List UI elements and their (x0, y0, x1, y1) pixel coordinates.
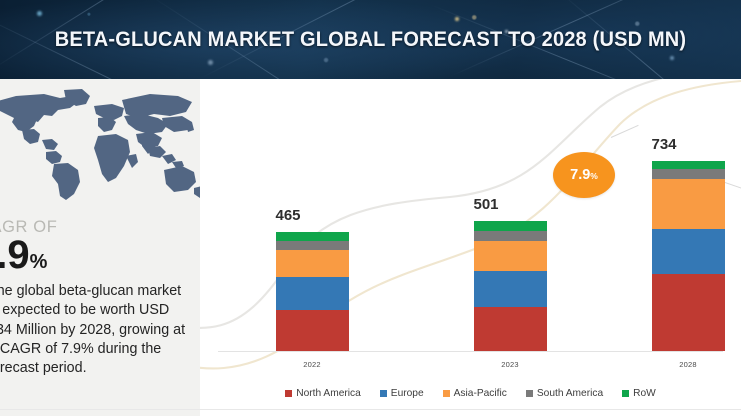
category-label-2028: 2028 (679, 360, 697, 369)
segment-europe (474, 271, 547, 307)
cagr-callout-percent: % (590, 171, 598, 181)
bar-2028 (652, 161, 725, 351)
cagr-number: 7.9 (0, 233, 30, 277)
legend-item-south-america: South America (525, 387, 604, 399)
segment-north-america (652, 274, 725, 351)
segment-asia-pacific (652, 179, 725, 229)
segment-south-america (276, 241, 349, 250)
legend-label-europe: Europe (390, 387, 424, 399)
legend-swatch-asia-pacific (442, 389, 450, 397)
left-info-panel: CAGR OF 7.9% The global beta-glucan mark… (0, 79, 200, 416)
page-title: BETA-GLUCAN MARKET GLOBAL FORECAST TO 20… (54, 27, 687, 51)
legend-label-north-america: North America (296, 387, 361, 399)
cagr-callout-badge: 7.9% (553, 152, 615, 198)
legend-swatch-row (622, 389, 630, 397)
segment-row (474, 221, 547, 231)
bar-total-label-2022: 465 (275, 207, 301, 224)
bar-total-label-2023: 501 (473, 196, 499, 213)
cagr-caption: CAGR OF (0, 218, 58, 236)
segment-south-america (652, 169, 725, 179)
header-banner: BETA-GLUCAN MARKET GLOBAL FORECAST TO 20… (0, 0, 741, 79)
legend-item-row: RoW (622, 388, 656, 399)
legend-label-row: RoW (633, 387, 656, 399)
panel-description: The global beta-glucan market is expecte… (0, 283, 186, 377)
legend-swatch-europe (379, 389, 387, 397)
bar-2022 (276, 232, 349, 351)
world-map-icon (0, 84, 200, 204)
legend-item-asia-pacific: Asia-Pacific (442, 387, 507, 399)
segment-row (276, 232, 349, 241)
chart-canvas: 465 2022 501 2023 734 2028 (200, 79, 741, 416)
axis-baseline (218, 351, 723, 352)
legend-item-north-america: North America (285, 388, 361, 399)
legend-item-europe: Europe (379, 387, 424, 399)
segment-north-america (276, 310, 349, 351)
legend-label-asia-pacific: Asia-Pacific (453, 387, 507, 399)
segment-row (652, 161, 725, 169)
cagr-callout-text: 7.9% (570, 167, 598, 183)
bar-total-label-2028: 734 (651, 136, 677, 153)
segment-south-america (474, 231, 547, 241)
segment-asia-pacific (276, 250, 349, 277)
footer-divider (0, 409, 741, 410)
legend-label-south-america: South America (536, 387, 604, 399)
category-label-2022: 2022 (303, 360, 321, 369)
segment-europe (276, 277, 349, 310)
legend-swatch-south-america (525, 389, 533, 397)
category-label-2023: 2023 (501, 360, 519, 369)
segment-north-america (474, 307, 547, 351)
cagr-percent: % (29, 251, 48, 273)
cagr-callout-number: 7.9 (570, 167, 591, 183)
bar-2023 (474, 221, 547, 351)
cagr-value: 7.9% (0, 234, 194, 283)
chart-legend: North America Europe Asia-Pacific South … (200, 383, 741, 403)
segment-europe (652, 229, 725, 274)
segment-asia-pacific (474, 241, 547, 271)
legend-swatch-north-america (285, 389, 293, 397)
